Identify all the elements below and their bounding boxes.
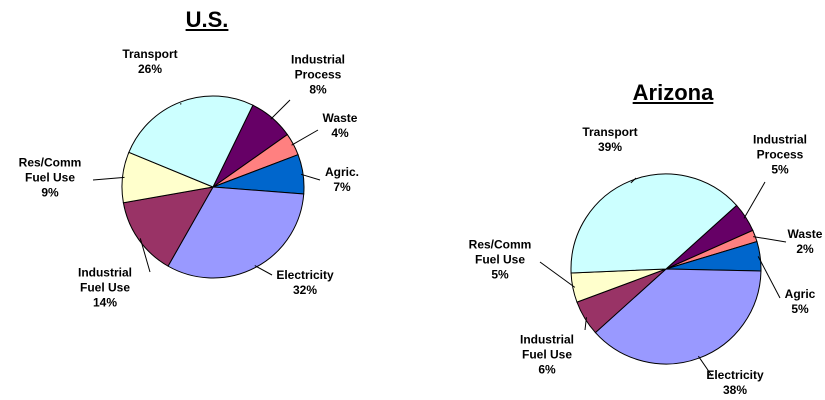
slice-label: Industrial Fuel Use 14% xyxy=(70,266,140,311)
value-label: 38% xyxy=(722,383,748,397)
category-label: Waste xyxy=(787,227,823,241)
value-label: 7% xyxy=(333,180,351,194)
value-label: 32% xyxy=(292,283,318,297)
slice-label: Agric. 7% xyxy=(307,165,377,195)
category-label: Transport xyxy=(122,47,178,61)
pie-slice xyxy=(128,95,254,188)
slice-label: Industrial Process 8% xyxy=(283,53,353,98)
slice-label: Industrial Fuel Use 6% xyxy=(512,333,582,378)
leader-line xyxy=(254,265,273,276)
leader-line xyxy=(698,355,713,377)
slice-label: Electricity 32% xyxy=(270,268,340,298)
chart-title: U.S. xyxy=(185,7,229,32)
leader-line xyxy=(139,238,151,273)
pie-slice xyxy=(122,186,214,267)
category-label: Res/Comm Fuel Use xyxy=(468,237,532,267)
value-label: 8% xyxy=(309,82,327,97)
category-label: Electricity xyxy=(276,268,334,282)
category-label: Industrial Process xyxy=(290,52,345,82)
category-label: Agric. xyxy=(324,165,359,179)
slice-label: Agric 5% xyxy=(765,287,825,317)
value-label: 2% xyxy=(796,242,814,256)
slice-label: Transport 26% xyxy=(115,47,185,77)
slice-label: Res/Comm Fuel Use 9% xyxy=(15,156,85,201)
leader-line xyxy=(539,261,576,288)
leader-line xyxy=(630,177,637,184)
value-label: 14% xyxy=(92,295,118,310)
category-label: Agric xyxy=(784,287,816,301)
slice-label: Waste 4% xyxy=(305,111,375,141)
value-label: 39% xyxy=(597,140,623,154)
pie-slice xyxy=(570,173,738,274)
value-label: 5% xyxy=(791,302,809,316)
category-label: Industrial Fuel Use xyxy=(77,265,132,295)
value-label: 5% xyxy=(771,162,789,177)
chart-title: Arizona xyxy=(632,80,714,105)
slice-label: Electricity 38% xyxy=(700,368,770,398)
category-label: Waste xyxy=(322,111,358,125)
slice-label: Waste 2% xyxy=(770,227,825,257)
leader-line xyxy=(291,129,319,146)
leader-line xyxy=(300,173,321,181)
category-label: Transport xyxy=(582,125,638,139)
slice-label: Transport 39% xyxy=(575,125,645,155)
leader-line xyxy=(743,181,766,219)
leader-line xyxy=(270,99,291,120)
category-label: Industrial Process xyxy=(752,132,807,162)
category-label: Res/Comm Fuel Use xyxy=(18,155,82,185)
slice-label: Res/Comm Fuel Use 5% xyxy=(465,238,535,283)
value-label: 4% xyxy=(331,126,349,140)
category-label: Industrial Fuel Use xyxy=(519,332,574,362)
pie-slice xyxy=(167,186,305,279)
leader-line xyxy=(92,176,125,181)
value-label: 6% xyxy=(538,362,556,377)
value-label: 9% xyxy=(41,185,59,200)
slice-label: Industrial Process 5% xyxy=(745,133,815,178)
value-label: 5% xyxy=(491,267,509,282)
category-label: Electricity xyxy=(706,368,764,382)
leader-line xyxy=(753,236,787,243)
value-label: 26% xyxy=(137,62,163,76)
leader-line xyxy=(584,317,587,331)
leader-line xyxy=(757,256,781,299)
